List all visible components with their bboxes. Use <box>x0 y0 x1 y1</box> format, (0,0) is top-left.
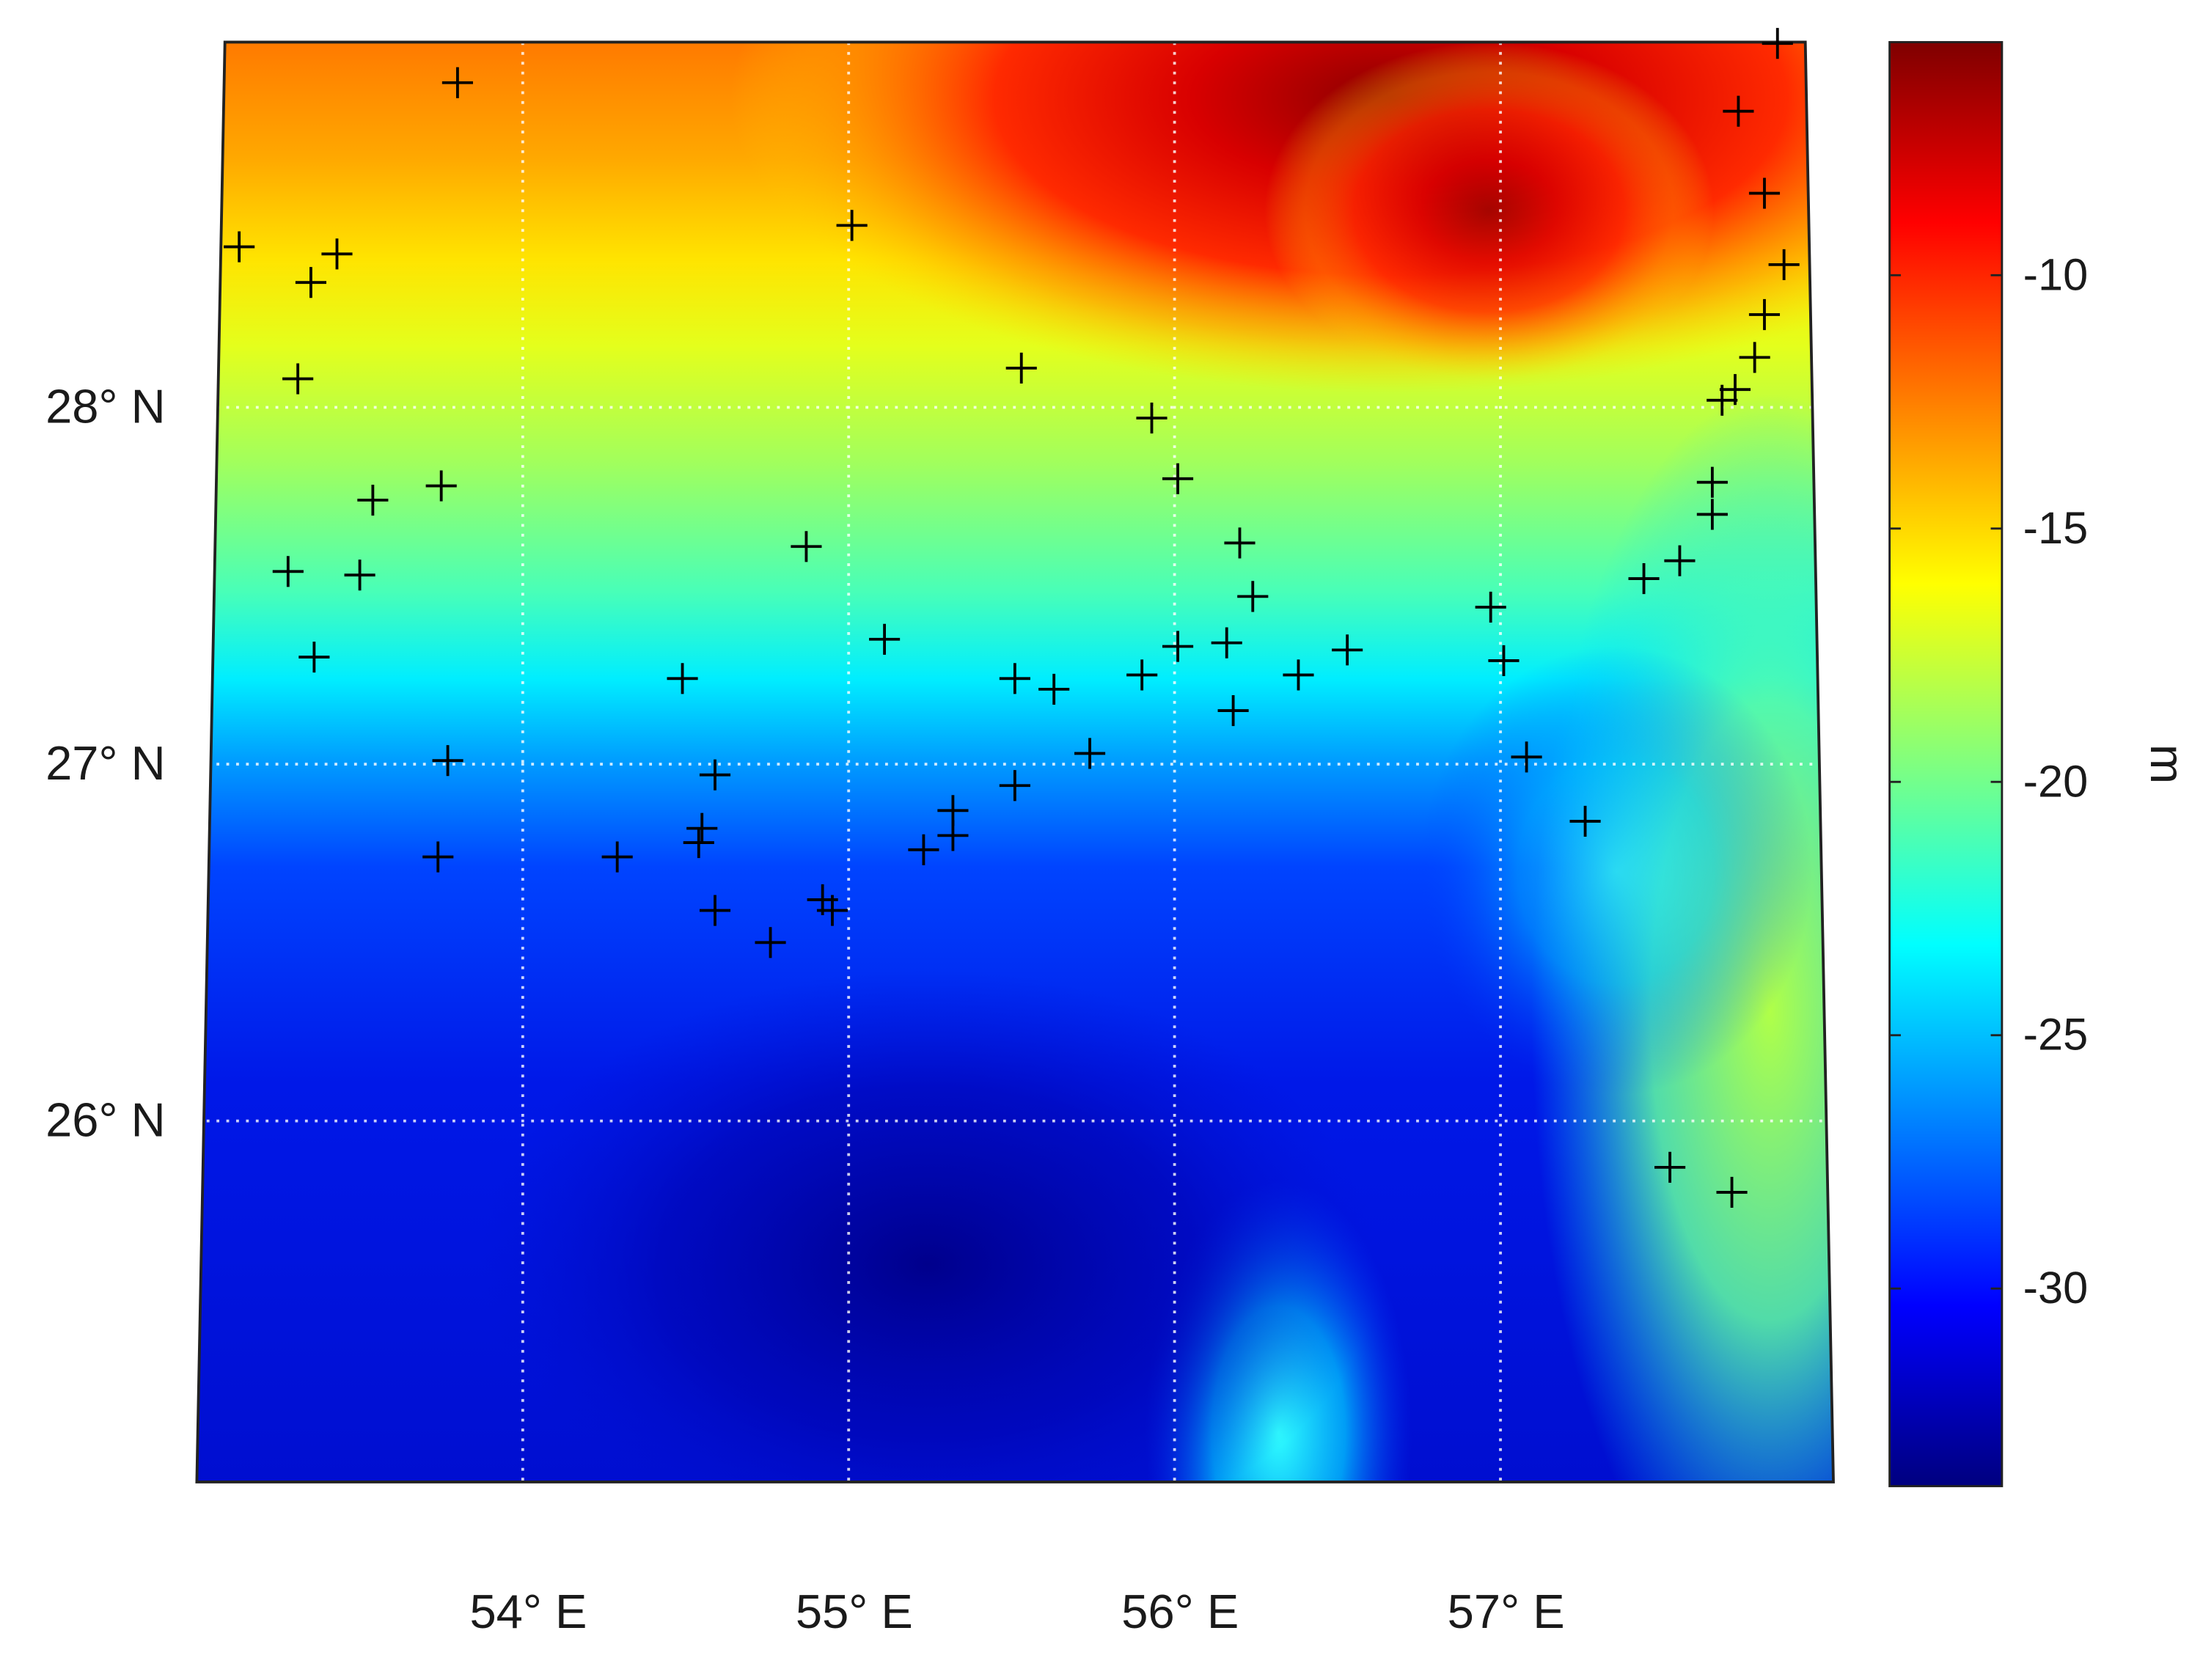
station-marker <box>344 560 375 591</box>
station-marker <box>1739 342 1770 373</box>
station-marker <box>1569 805 1601 837</box>
station-marker <box>1005 352 1037 384</box>
grid <box>197 42 1834 1482</box>
colorbar-tick-label: -15 <box>2023 503 2089 553</box>
station-marker <box>836 210 868 241</box>
station-marker <box>1237 581 1269 612</box>
station-marker <box>869 623 901 655</box>
station-marker <box>1074 738 1106 769</box>
stations <box>224 28 1800 1208</box>
y-tick-label: 27° N <box>45 736 166 790</box>
station-marker <box>1716 1176 1748 1208</box>
axes: 54° E 55° E 56° E 57° E 26° N 27° N 28° N <box>45 380 1565 1639</box>
station-marker <box>1723 95 1754 127</box>
x-tick-label: 57° E <box>1448 1585 1565 1638</box>
station-marker <box>432 745 463 777</box>
station-marker <box>1136 403 1168 434</box>
station-marker <box>1719 374 1751 406</box>
station-marker <box>1162 463 1194 494</box>
field <box>197 42 1834 1482</box>
station-marker <box>937 795 969 826</box>
station-marker <box>1332 634 1363 666</box>
y-tick-label: 26° N <box>45 1093 166 1147</box>
station-marker <box>1217 695 1249 727</box>
station-marker <box>422 841 454 873</box>
map-frame <box>195 40 1835 1483</box>
station-marker <box>1762 28 1793 59</box>
station-marker <box>321 238 353 270</box>
y-tick-label: 28° N <box>45 380 166 433</box>
colorbar-tick-label: -10 <box>2023 249 2089 299</box>
station-marker <box>908 834 939 865</box>
station-marker <box>272 556 304 587</box>
station-marker <box>1768 249 1800 280</box>
station-marker <box>999 770 1030 802</box>
colorbar-tick-label: -30 <box>2023 1263 2089 1313</box>
station-marker <box>755 927 786 958</box>
station-marker <box>1748 298 1781 331</box>
station-marker <box>1224 527 1256 559</box>
colorbar-axis: -30 -25 -20 -15 -10 <box>1889 249 2089 1313</box>
station-marker <box>1748 177 1781 209</box>
station-marker <box>1162 631 1194 662</box>
station-marker <box>425 470 457 502</box>
station-marker <box>699 759 731 791</box>
x-tick-label: 56° E <box>1121 1585 1239 1638</box>
station-marker <box>1664 545 1696 576</box>
station-marker <box>1696 499 1728 530</box>
field-north-dip <box>1264 42 1715 380</box>
station-marker <box>357 484 389 516</box>
station-marker <box>1126 659 1158 691</box>
station-marker <box>816 895 848 926</box>
station-marker <box>1488 645 1520 677</box>
x-tick-label: 54° E <box>469 1585 587 1638</box>
field-deep <box>477 969 1377 1482</box>
station-marker <box>224 231 255 263</box>
station-marker <box>1038 673 1070 705</box>
colorbar-tick-label: -20 <box>2023 756 2089 806</box>
station-marker <box>791 531 822 562</box>
station-marker <box>667 663 698 694</box>
field-east-cyan <box>1418 646 1813 1096</box>
colorbar <box>1888 41 2004 1488</box>
station-marker <box>686 813 718 844</box>
station-marker <box>601 841 633 873</box>
station-marker <box>295 267 326 298</box>
station-marker <box>683 827 714 859</box>
station-marker <box>1475 591 1506 623</box>
station-marker <box>1211 627 1242 659</box>
station-marker <box>1654 1151 1686 1183</box>
station-marker <box>1696 466 1728 498</box>
station-marker <box>441 67 473 98</box>
station-marker <box>1628 562 1660 595</box>
station-marker <box>999 663 1030 694</box>
colorbar-label: m <box>2141 744 2194 784</box>
station-marker <box>1511 741 1542 773</box>
colorbar-tick-label: -25 <box>2023 1010 2089 1060</box>
station-marker <box>298 642 330 673</box>
station-marker <box>699 895 731 926</box>
station-marker <box>1283 659 1314 691</box>
station-marker <box>282 363 314 395</box>
x-tick-label: 55° E <box>796 1585 913 1638</box>
